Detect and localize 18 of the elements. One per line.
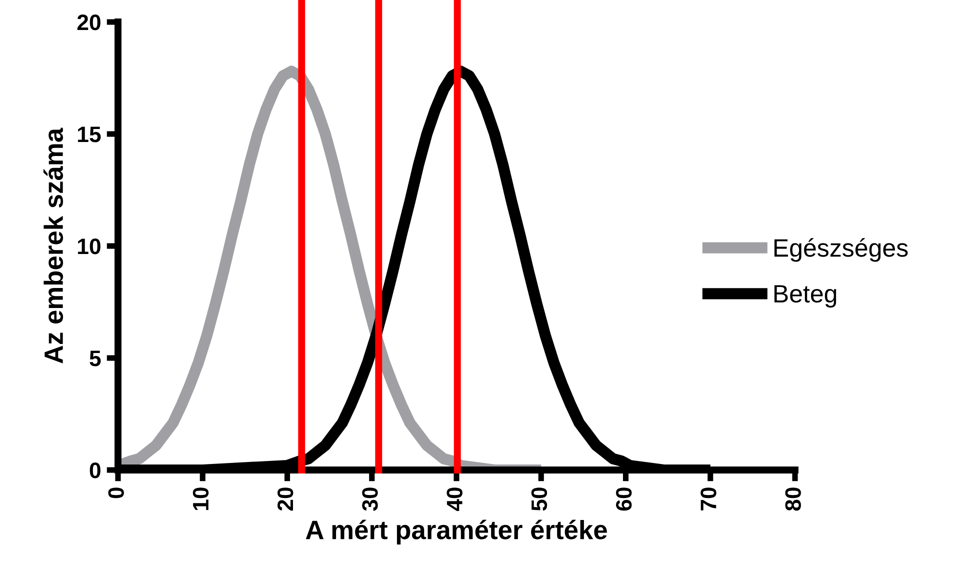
y-tick-label: 10 xyxy=(78,238,100,254)
x-tick-label: 0 xyxy=(108,488,124,498)
y-axis-title: Az emberek száma xyxy=(43,128,64,364)
y-tick-label: 5 xyxy=(90,350,101,366)
x-tick-label: 80 xyxy=(785,488,801,511)
y-tick-label: 20 xyxy=(77,14,100,30)
x-tick-label: 30 xyxy=(362,488,378,511)
x-tick-label: 10 xyxy=(192,488,209,510)
x-tick-label: 40 xyxy=(446,488,462,512)
x-axis-title: A mért paraméter értéke xyxy=(306,520,607,545)
x-tick-label: 70 xyxy=(700,488,716,510)
y-tick-label: 15 xyxy=(78,126,101,142)
x-tick-label: 20 xyxy=(277,488,294,511)
x-tick-label: 60 xyxy=(616,488,632,511)
x-tick-label: 50 xyxy=(531,488,548,511)
legend-label: Egészséges xyxy=(774,238,908,262)
legend-label: Beteg xyxy=(774,285,836,308)
y-tick-label: 0 xyxy=(90,462,100,478)
